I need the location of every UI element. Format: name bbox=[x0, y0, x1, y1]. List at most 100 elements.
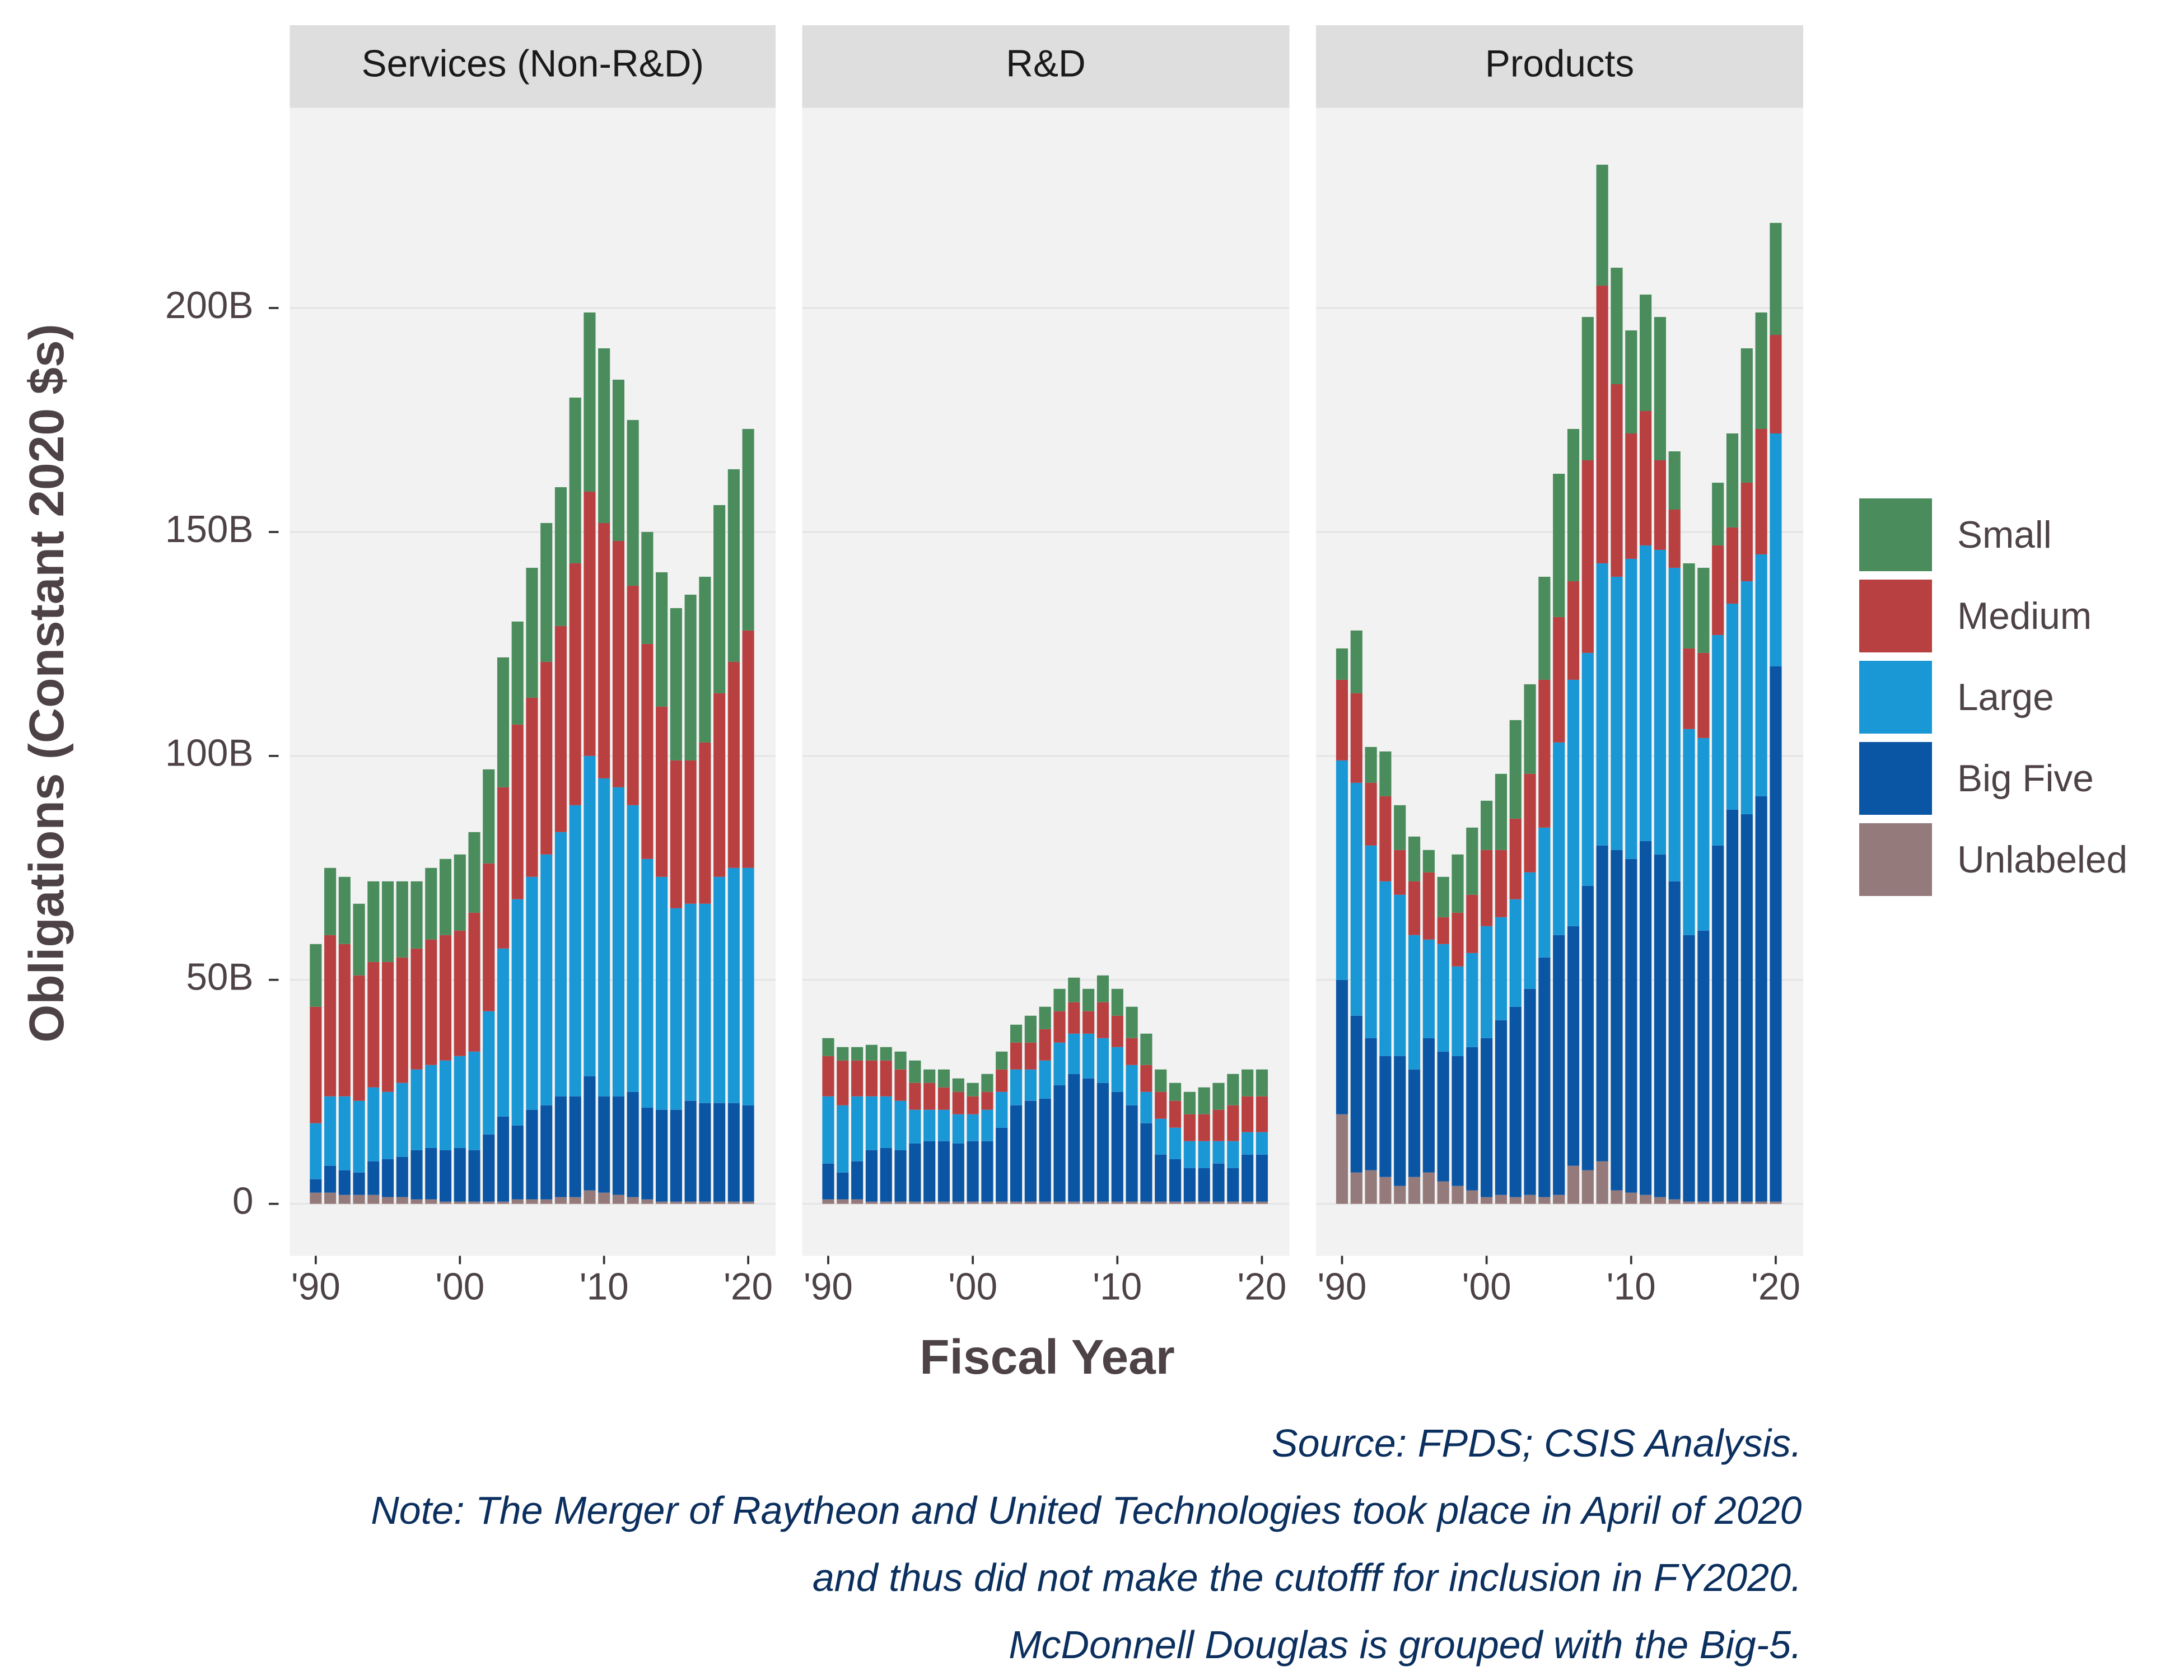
bar-segment bbox=[1422, 1172, 1435, 1204]
bar-segment bbox=[1082, 1201, 1095, 1204]
bar-segment bbox=[742, 630, 754, 868]
bar-segment bbox=[1466, 1190, 1478, 1204]
bar-segment bbox=[1553, 935, 1565, 1195]
bar-segment bbox=[1183, 1114, 1196, 1141]
bar-segment bbox=[1096, 1201, 1109, 1204]
bar-segment bbox=[468, 832, 480, 913]
bar-segment bbox=[1697, 1201, 1710, 1204]
bar-segment bbox=[909, 1143, 921, 1202]
bar-segment bbox=[1024, 1100, 1037, 1202]
bar-segment bbox=[670, 608, 682, 760]
bar-segment bbox=[1408, 1177, 1421, 1204]
bar-segment bbox=[1668, 1199, 1681, 1204]
bar-segment bbox=[569, 563, 581, 805]
y-axis-title: Obligations (Constant 2020 $s) bbox=[19, 324, 74, 1043]
bar-segment bbox=[822, 1056, 834, 1096]
bar-segment bbox=[584, 312, 596, 492]
x-axis-title: Fiscal Year bbox=[920, 1329, 1175, 1384]
bar-segment bbox=[684, 903, 697, 1101]
bar-segment bbox=[1336, 760, 1348, 980]
bar-segment bbox=[1697, 567, 1710, 653]
bar-segment bbox=[511, 724, 524, 899]
x-tick-label: '10 bbox=[1607, 1266, 1656, 1308]
bar-segment bbox=[923, 1069, 936, 1083]
bar-segment bbox=[1640, 410, 1652, 545]
bar-segment bbox=[1509, 720, 1522, 819]
bar-segment bbox=[1111, 1091, 1123, 1202]
bar-segment bbox=[1140, 1091, 1152, 1123]
bar-segment bbox=[1212, 1109, 1225, 1141]
bar-segment bbox=[540, 1105, 553, 1200]
bar-segment bbox=[937, 1109, 950, 1141]
bar-segment bbox=[1068, 977, 1080, 1002]
bar-segment bbox=[497, 657, 510, 787]
bar-segment bbox=[1053, 1085, 1066, 1202]
bar-segment bbox=[1198, 1114, 1210, 1141]
bar-segment bbox=[526, 567, 538, 698]
panel-title: Products bbox=[1485, 43, 1634, 85]
bar-segment bbox=[1668, 881, 1681, 1200]
bar-segment bbox=[837, 1199, 849, 1204]
bar-segment bbox=[1140, 1065, 1152, 1092]
bar-segment bbox=[923, 1201, 936, 1204]
bar-segment bbox=[1140, 1123, 1152, 1202]
y-tick-label: 0 bbox=[232, 1180, 254, 1222]
bar-segment bbox=[367, 881, 380, 962]
bar-segment bbox=[1452, 966, 1464, 1056]
bar-segment bbox=[569, 805, 581, 1096]
bar-segment bbox=[598, 348, 610, 523]
bar-segment bbox=[1755, 796, 1767, 1202]
bar-segment bbox=[937, 1201, 950, 1204]
panel-title: Services (Non-R&D) bbox=[362, 43, 704, 85]
bar-segment bbox=[1740, 581, 1753, 814]
bar-segment bbox=[396, 1197, 408, 1204]
bar-segment bbox=[1611, 850, 1623, 1191]
bar-segment bbox=[1010, 1069, 1023, 1105]
bar-segment bbox=[425, 939, 437, 1065]
bar-segment bbox=[1227, 1201, 1239, 1204]
bar-segment bbox=[511, 621, 524, 725]
legend-label: Large bbox=[1957, 676, 2054, 718]
bar-segment bbox=[1379, 1056, 1392, 1177]
bar-segment bbox=[367, 1087, 380, 1161]
bar-segment bbox=[1126, 1006, 1138, 1038]
bar-segment bbox=[1466, 1047, 1478, 1191]
bar-segment bbox=[713, 693, 726, 877]
bar-segment bbox=[1437, 876, 1449, 917]
bar-segment bbox=[396, 1156, 408, 1197]
bar-segment bbox=[1408, 935, 1421, 1070]
bar-segment bbox=[497, 1116, 510, 1202]
bar-segment bbox=[1740, 482, 1753, 581]
x-tick-label: '10 bbox=[580, 1266, 629, 1308]
bar-segment bbox=[952, 1143, 964, 1202]
bar-segment bbox=[656, 1109, 668, 1202]
bar-segment bbox=[338, 944, 351, 1096]
bar-segment bbox=[1010, 1024, 1023, 1043]
bar-segment bbox=[324, 935, 337, 1096]
bar-segment bbox=[1350, 1015, 1362, 1173]
bar-segment bbox=[1581, 652, 1594, 886]
bar-segment bbox=[1755, 428, 1767, 554]
bar-segment bbox=[952, 1114, 964, 1144]
bar-segment bbox=[1524, 773, 1536, 872]
bar-segment bbox=[1111, 988, 1123, 1016]
bar-segment bbox=[1596, 1161, 1608, 1204]
bar-segment bbox=[1379, 1177, 1392, 1204]
y-tick-label: 150B bbox=[165, 508, 254, 550]
bar-segment bbox=[1227, 1168, 1239, 1202]
x-tick-label: '00 bbox=[1462, 1266, 1511, 1308]
bar-segment bbox=[1625, 558, 1637, 859]
bar-segment bbox=[996, 1069, 1008, 1092]
strip bbox=[1316, 25, 1803, 108]
bar-segment bbox=[1155, 1069, 1167, 1092]
bar-segment bbox=[996, 1127, 1008, 1202]
bar-segment bbox=[1126, 1038, 1138, 1065]
legend-swatch bbox=[1859, 498, 1932, 571]
bar-segment bbox=[684, 594, 697, 760]
bar-segment bbox=[727, 661, 740, 868]
bar-segment bbox=[598, 1192, 610, 1204]
bar-segment bbox=[1394, 1186, 1406, 1204]
bar-segment bbox=[1581, 317, 1594, 460]
bar-segment bbox=[952, 1201, 964, 1204]
bar-segment bbox=[1169, 1100, 1182, 1128]
